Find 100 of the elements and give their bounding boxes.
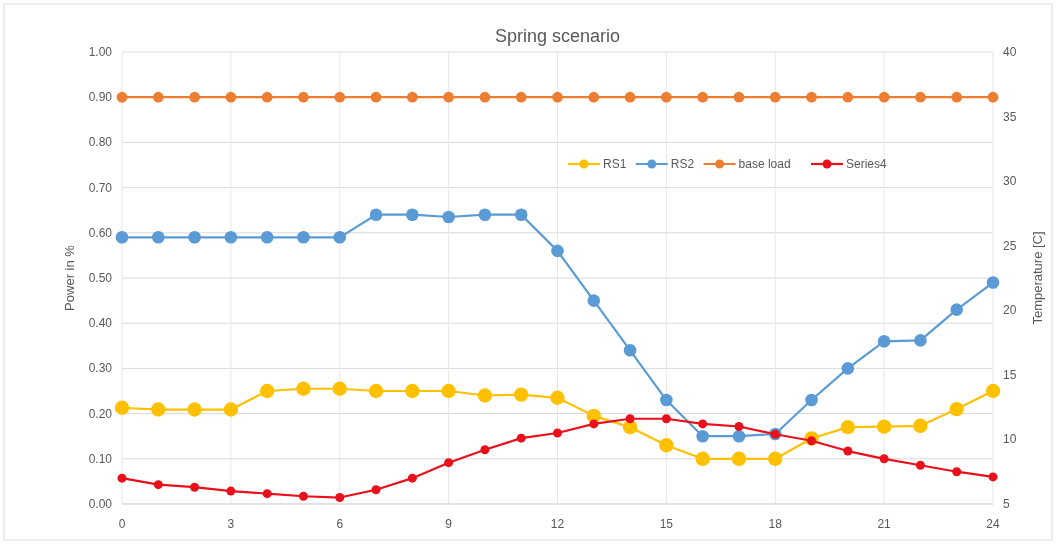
point xyxy=(443,91,455,103)
y2-tick-label: 10 xyxy=(1003,432,1017,447)
chart-title: Spring scenario xyxy=(494,26,621,46)
point xyxy=(442,210,455,224)
point xyxy=(368,383,384,399)
y2-tick-label: 30 xyxy=(1003,174,1017,189)
point xyxy=(261,91,273,103)
point xyxy=(405,383,420,399)
point xyxy=(952,467,962,477)
point xyxy=(805,393,818,407)
point xyxy=(406,91,418,103)
point xyxy=(660,393,673,407)
point xyxy=(114,400,130,415)
point xyxy=(332,381,347,396)
y-tick-label: 0.50 xyxy=(88,271,113,285)
x-tick-label: 24 xyxy=(986,517,1000,531)
point xyxy=(296,381,311,396)
point xyxy=(589,419,599,429)
point xyxy=(333,231,347,244)
point xyxy=(914,334,927,347)
y-tick-label: 0.30 xyxy=(88,361,113,376)
point xyxy=(297,231,310,244)
point xyxy=(223,402,239,417)
point xyxy=(187,402,202,417)
y-tick-label: 1.00 xyxy=(88,45,113,59)
point xyxy=(115,231,129,244)
point xyxy=(298,491,308,501)
point xyxy=(441,383,456,399)
point xyxy=(480,445,490,455)
y-tick-label: 0.90 xyxy=(88,90,113,105)
x-tick-label: 15 xyxy=(659,517,674,531)
point xyxy=(225,91,237,103)
point xyxy=(335,493,345,503)
point xyxy=(697,91,709,103)
y-tick-label: 0.10 xyxy=(88,451,113,466)
legend-label: base load xyxy=(738,157,791,171)
point xyxy=(985,383,1001,399)
point xyxy=(552,91,563,103)
point xyxy=(840,419,856,435)
y2-tick-label: 25 xyxy=(1003,238,1017,253)
point xyxy=(876,419,892,434)
point xyxy=(369,208,383,222)
point xyxy=(406,208,419,222)
point xyxy=(769,91,781,103)
point xyxy=(407,473,417,483)
y-tick-label: 0.80 xyxy=(88,135,113,150)
x-tick-label: 21 xyxy=(877,517,892,531)
y-tick-label: 0.70 xyxy=(88,180,113,195)
point xyxy=(514,387,529,402)
point xyxy=(116,91,128,103)
point xyxy=(624,91,636,103)
legend-label: RS1 xyxy=(603,157,627,171)
point xyxy=(551,244,564,258)
point xyxy=(514,208,528,222)
x-tick-label: 6 xyxy=(336,517,344,531)
point xyxy=(334,91,346,103)
point xyxy=(806,91,817,103)
point xyxy=(878,91,890,103)
point xyxy=(189,91,200,103)
point xyxy=(661,414,671,424)
point xyxy=(117,473,127,483)
point xyxy=(987,91,999,103)
y-tick-label: 0.60 xyxy=(88,225,113,240)
point xyxy=(477,388,493,403)
legend-label: Series4 xyxy=(846,157,888,171)
y-tick-label: 0.20 xyxy=(88,406,113,421)
point xyxy=(913,418,928,433)
point xyxy=(768,451,783,466)
y2-tick-label: 40 xyxy=(1003,45,1017,59)
point xyxy=(696,429,709,443)
point xyxy=(732,429,746,443)
point xyxy=(988,472,998,482)
point xyxy=(478,208,492,222)
point xyxy=(733,91,745,103)
x-tick-label: 18 xyxy=(768,517,783,531)
point xyxy=(151,402,166,417)
legend-label: RS2 xyxy=(670,157,695,171)
y2-tick-label: 20 xyxy=(1003,303,1017,318)
point xyxy=(915,91,926,103)
point xyxy=(224,231,238,244)
point xyxy=(298,91,309,103)
point xyxy=(623,344,637,357)
point xyxy=(879,454,889,464)
x-tick-label: 0 xyxy=(118,517,126,531)
x-tick-label: 9 xyxy=(445,517,453,531)
point xyxy=(553,428,562,438)
point xyxy=(262,489,272,499)
point xyxy=(660,91,672,103)
point xyxy=(516,433,526,443)
point xyxy=(444,458,454,468)
point xyxy=(152,91,164,103)
x-tick-label: 12 xyxy=(550,517,565,531)
point xyxy=(153,480,163,490)
point xyxy=(731,451,747,466)
point xyxy=(915,460,925,470)
point xyxy=(260,231,274,244)
point xyxy=(877,334,891,348)
point xyxy=(550,390,565,405)
point xyxy=(951,91,963,103)
y-tick-label: 0.00 xyxy=(88,497,113,511)
